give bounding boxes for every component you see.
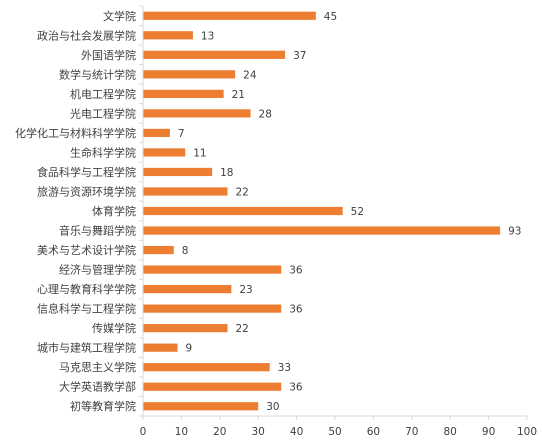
- bar-15: [143, 285, 232, 294]
- value-label: 9: [186, 343, 193, 355]
- category-label: 大学英语教学部: [59, 380, 136, 394]
- bar-14: [143, 265, 282, 274]
- x-tick-label: 70: [405, 426, 418, 438]
- category-label: 体育学院: [92, 204, 136, 218]
- bar-8: [143, 148, 186, 157]
- category-label: 化学化工与材料科学学院: [15, 126, 136, 140]
- category-label: 外国语学院: [81, 48, 136, 62]
- bar-6: [143, 109, 251, 118]
- value-label: 22: [235, 323, 248, 335]
- x-tick-label: 60: [367, 426, 380, 438]
- bar-12: [143, 226, 501, 235]
- bar-16: [143, 304, 282, 313]
- category-label: 光电工程学院: [70, 106, 136, 120]
- category-label: 信息科学与工程学院: [37, 302, 136, 316]
- category-label: 初等教育学院: [70, 399, 136, 413]
- bar-17: [143, 324, 228, 333]
- bar-1: [143, 11, 316, 20]
- value-label: 36: [289, 265, 303, 277]
- category-label: 心理与教育科学学院: [37, 282, 136, 296]
- value-label: 22: [235, 186, 248, 198]
- value-label: 7: [178, 128, 185, 140]
- bar-11: [143, 206, 343, 216]
- bar-10: [143, 187, 228, 196]
- value-label: 93: [508, 226, 521, 238]
- category-label: 传媒学院: [92, 321, 136, 335]
- x-tick-label: 100: [517, 426, 537, 438]
- category-label: 美术与艺术设计学院: [37, 243, 136, 257]
- x-tick-label: 40: [290, 426, 303, 438]
- category-label: 生命科学学院: [70, 145, 136, 159]
- category-label: 机电工程学院: [70, 87, 136, 101]
- category-label: 城市与建筑工程学院: [37, 341, 136, 355]
- bar-9: [143, 167, 213, 177]
- category-label: 政治与社会发展学院: [37, 28, 136, 42]
- axis-layer: [139, 5, 528, 420]
- bar-5: [143, 89, 224, 98]
- category-label: 音乐与舞蹈学院: [59, 224, 136, 238]
- bar-18: [143, 343, 178, 352]
- bar-7: [143, 128, 170, 137]
- x-tick-label: 90: [482, 426, 495, 438]
- value-label: 52: [351, 206, 364, 218]
- value-label: 24: [243, 69, 257, 81]
- category-label: 食品科学与工程学院: [37, 165, 136, 179]
- value-label: 36: [289, 304, 303, 316]
- value-label: 45: [324, 11, 337, 23]
- value-label: 37: [293, 50, 306, 62]
- category-label: 经济与管理学院: [59, 263, 136, 277]
- bar-4: [143, 70, 236, 79]
- labels-layer: 文学院 45 政治与社会发展学院 13 外国语学院 37 数学与统计学院 24 机电工程学院 21…: [15, 9, 537, 438]
- category-label: 马克思主义学院: [59, 360, 136, 374]
- value-label: 11: [193, 147, 206, 159]
- value-label: 8: [182, 245, 189, 257]
- value-label: 36: [289, 382, 303, 394]
- x-tick-label: 80: [444, 426, 457, 438]
- category-label: 旅游与资源环境学院: [37, 184, 136, 198]
- x-tick-label: 10: [175, 426, 188, 438]
- x-tick-label: 30: [252, 426, 265, 438]
- bar-20: [143, 382, 282, 391]
- category-label: 文学院: [103, 9, 136, 23]
- value-label: 18: [220, 167, 233, 179]
- value-label: 13: [201, 30, 214, 42]
- value-label: 23: [239, 284, 252, 296]
- x-tick-label: 0: [140, 426, 147, 438]
- x-tick-label: 20: [213, 426, 226, 438]
- value-label: 21: [232, 89, 245, 101]
- category-label: 数学与统计学院: [59, 67, 136, 81]
- bar-13: [143, 245, 174, 255]
- bar-21: [143, 402, 259, 411]
- value-label: 28: [259, 108, 272, 120]
- value-label: 33: [278, 362, 291, 374]
- bar-3: [143, 50, 286, 59]
- bar-2: [143, 31, 193, 40]
- bar-19: [143, 363, 270, 372]
- bars-layer: [143, 11, 501, 411]
- value-label: 30: [266, 401, 279, 413]
- x-tick-label: 50: [328, 426, 341, 438]
